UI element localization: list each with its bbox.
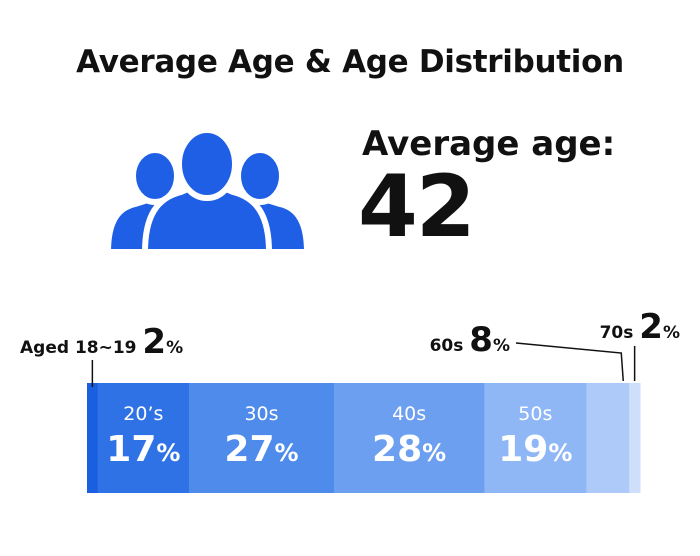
callout-label: 60s 8%: [430, 320, 510, 360]
callout-label: 70s 2%: [600, 307, 680, 347]
callout-line: [515, 342, 625, 382]
average-age-label: Average age:: [362, 124, 616, 164]
category-label: 20’s: [123, 403, 163, 425]
age-distribution-bar: 20’s 17% 30s 27% 40s 28% 50s 19% Aged 18~19 2% 60…: [20, 307, 680, 493]
value-label: 19%: [498, 429, 572, 470]
category-label: 50s: [518, 403, 552, 425]
bar-segment-30s: [189, 383, 335, 493]
average-age-value: 42: [358, 157, 476, 257]
bar-segment-70s: [629, 383, 641, 493]
bar-segment-40s: [333, 383, 485, 493]
bar-segment-20-s: [97, 383, 190, 493]
value-label: 17%: [106, 429, 180, 470]
category-label: 40s: [392, 403, 426, 425]
value-label: 28%: [372, 429, 446, 470]
category-label: 30s: [244, 403, 278, 425]
bar-segment-50s: [484, 383, 587, 493]
value-label: 27%: [224, 429, 298, 470]
callout-label: Aged 18~19 2%: [20, 322, 183, 362]
bar-segment-60s: [586, 383, 630, 493]
people-group-icon: [105, 128, 310, 254]
chart-title: Average Age & Age Distribution: [76, 44, 624, 80]
bar-segment-aged-18-19: [87, 383, 99, 493]
